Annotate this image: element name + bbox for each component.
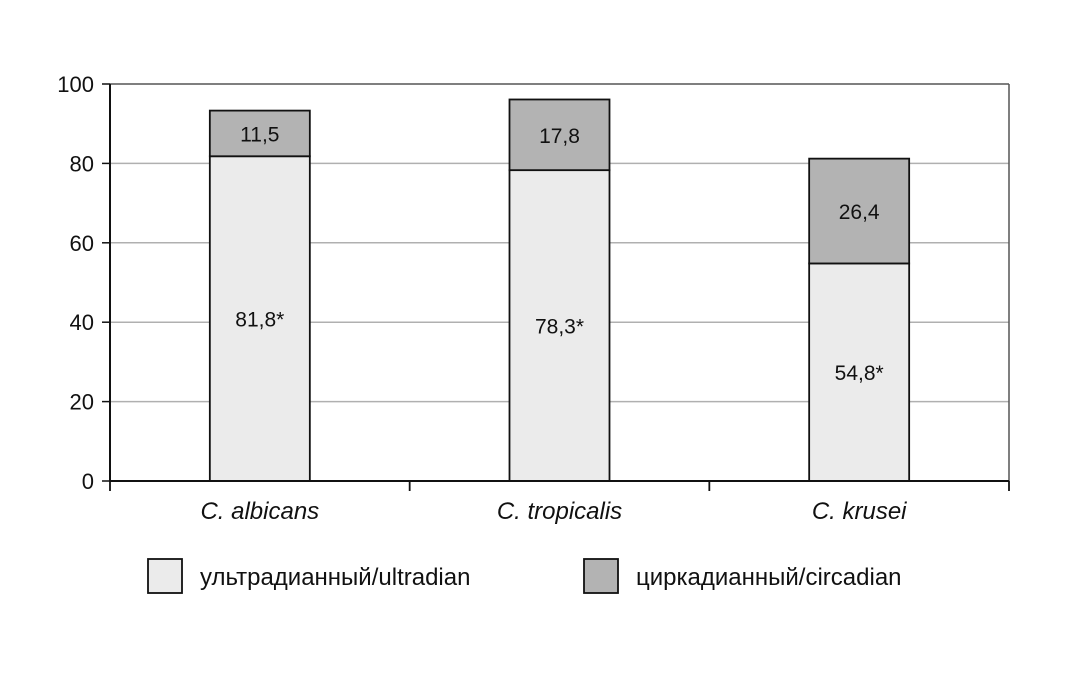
y-tick-label: 40 bbox=[70, 310, 94, 335]
bar-value-label: 17,8 bbox=[539, 125, 580, 148]
bar-segment bbox=[808, 157, 911, 265]
bar-segment bbox=[508, 169, 611, 482]
y-tick-label: 100 bbox=[57, 72, 94, 97]
bar-segment bbox=[808, 262, 911, 482]
legend-swatch bbox=[583, 558, 619, 594]
y-tick-label: 0 bbox=[82, 469, 94, 494]
bar-segment bbox=[508, 98, 611, 172]
x-category-label: C. krusei bbox=[812, 498, 907, 525]
legend-swatch bbox=[147, 558, 183, 594]
axes: 0 20 40 60 80 100 C. albicans C. tropicalis C. k… bbox=[57, 72, 1010, 525]
x-category-label: C. tropicalis bbox=[497, 498, 622, 525]
y-tick-label: 80 bbox=[70, 151, 94, 176]
bar-value-label: 78,3* bbox=[535, 316, 584, 339]
y-tick-label: 20 bbox=[70, 390, 94, 415]
bars: 81,8* 11,5 78,3* 17,8 54,8* 26,4 bbox=[208, 98, 911, 482]
bar-value-label: 81,8* bbox=[235, 309, 284, 332]
bar-value-label: 11,5 bbox=[240, 123, 279, 146]
x-category-label: C. albicans bbox=[200, 498, 319, 525]
legend-label: циркадианный/circadian bbox=[636, 564, 902, 591]
bar-segment bbox=[208, 109, 311, 158]
y-tick-label: 60 bbox=[70, 231, 94, 256]
legend: ультрадианный/ultradian циркадианный/circ… bbox=[147, 558, 902, 594]
legend-label: ультрадианный/ultradian bbox=[200, 564, 470, 591]
bar-value-label: 54,8* bbox=[835, 362, 884, 385]
bar-segment bbox=[208, 155, 311, 482]
bar-value-label: 26,4 bbox=[839, 201, 880, 224]
